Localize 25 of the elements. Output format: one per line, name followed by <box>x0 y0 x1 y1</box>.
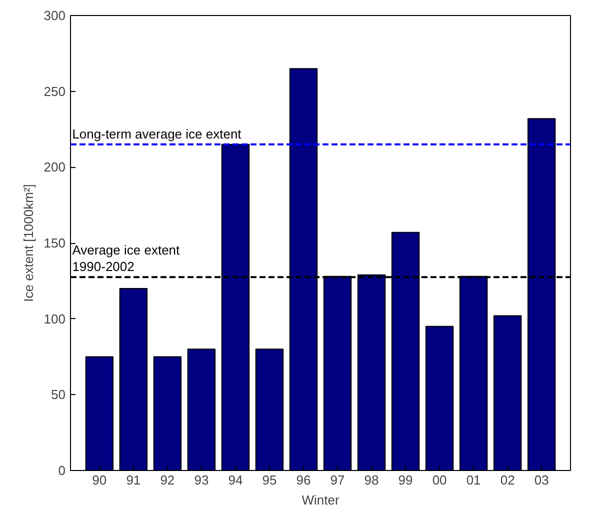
ref-line-label: Long-term average ice extent <box>72 126 242 142</box>
y-tick-label: 0 <box>58 463 66 478</box>
y-tick-label: 50 <box>51 387 66 402</box>
x-tick-label: 90 <box>92 472 107 488</box>
x-axis-title: Winter <box>302 492 340 508</box>
x-tick-label: 97 <box>330 472 345 488</box>
x-tick-label: 91 <box>126 472 141 488</box>
y-tick-label: 300 <box>44 8 66 23</box>
x-tick-label: 99 <box>398 472 413 488</box>
x-tick-label: 00 <box>432 472 447 488</box>
x-tick-label: 03 <box>534 472 549 488</box>
x-tick-label: 95 <box>262 472 277 488</box>
x-tick-label: 96 <box>296 472 311 488</box>
x-tick-label: 92 <box>160 472 175 488</box>
y-tick-label: 150 <box>44 236 66 250</box>
x-tick-label: 94 <box>228 472 243 488</box>
x-tick-label: 01 <box>466 472 481 488</box>
x-tick-label: 02 <box>500 472 515 488</box>
y-tick-label: 200 <box>44 160 66 175</box>
ref-line-label: Average ice extent 1990-2002 <box>72 242 180 274</box>
x-tick-label: 98 <box>364 472 379 488</box>
x-tick-label: 93 <box>194 472 209 488</box>
y-tick-label: 250 <box>44 84 66 99</box>
y-axis-title: Ice extent [1000km²] <box>20 184 36 302</box>
y-tick-label: 100 <box>44 311 66 326</box>
